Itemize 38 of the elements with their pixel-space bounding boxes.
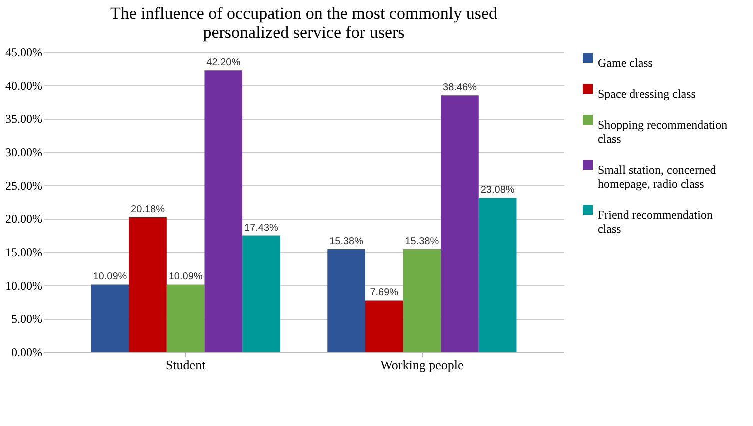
data-label: 10.09% (168, 272, 203, 283)
data-label: 42.20% (206, 58, 241, 69)
y-tick-label: 45.00% (6, 46, 42, 60)
bar (204, 70, 243, 352)
data-label: 38.46% (443, 82, 478, 94)
bar (91, 284, 130, 352)
data-label: 20.18% (131, 204, 166, 216)
y-tick-label: 35.00% (6, 112, 42, 126)
data-label: 15.38% (330, 236, 364, 248)
legend-label: Friend recommendation class (598, 208, 713, 236)
y-tick-label: 15.00% (6, 246, 42, 260)
bar (166, 284, 205, 352)
legend-label: Shopping recommendation class (598, 118, 728, 146)
y-tick-label: 25.00% (6, 178, 42, 193)
bar (129, 217, 167, 352)
x-tick-label: Student (166, 358, 206, 372)
y-tick-label: 10.00% (6, 278, 42, 293)
bar (365, 300, 404, 352)
legend-label: Game class (598, 56, 654, 70)
chart-title: The influence of occupation on the most commonly used personalized service for users (110, 4, 498, 42)
y-tick-label: 30.00% (6, 146, 42, 160)
y-tick-label: 40.00% (6, 78, 42, 93)
data-label: 15.38% (405, 236, 440, 248)
data-label: 17.43% (244, 222, 279, 234)
bar (328, 249, 366, 352)
legend-label: Space dressing class (598, 87, 696, 101)
bar (478, 198, 517, 352)
bar (441, 96, 479, 352)
legend-label: Small station, concerned homepage, radio class (598, 163, 716, 191)
data-label: 7.69% (370, 288, 399, 299)
bar (242, 236, 280, 352)
bar (403, 249, 442, 352)
data-label: 23.08% (480, 185, 515, 196)
y-tick-label: 20.00% (6, 212, 42, 226)
y-tick-label: 0.00% (12, 346, 42, 360)
data-label: 10.09% (93, 272, 128, 283)
y-tick-label: 5.00% (12, 312, 42, 326)
x-tick-label: Working people (380, 358, 464, 372)
